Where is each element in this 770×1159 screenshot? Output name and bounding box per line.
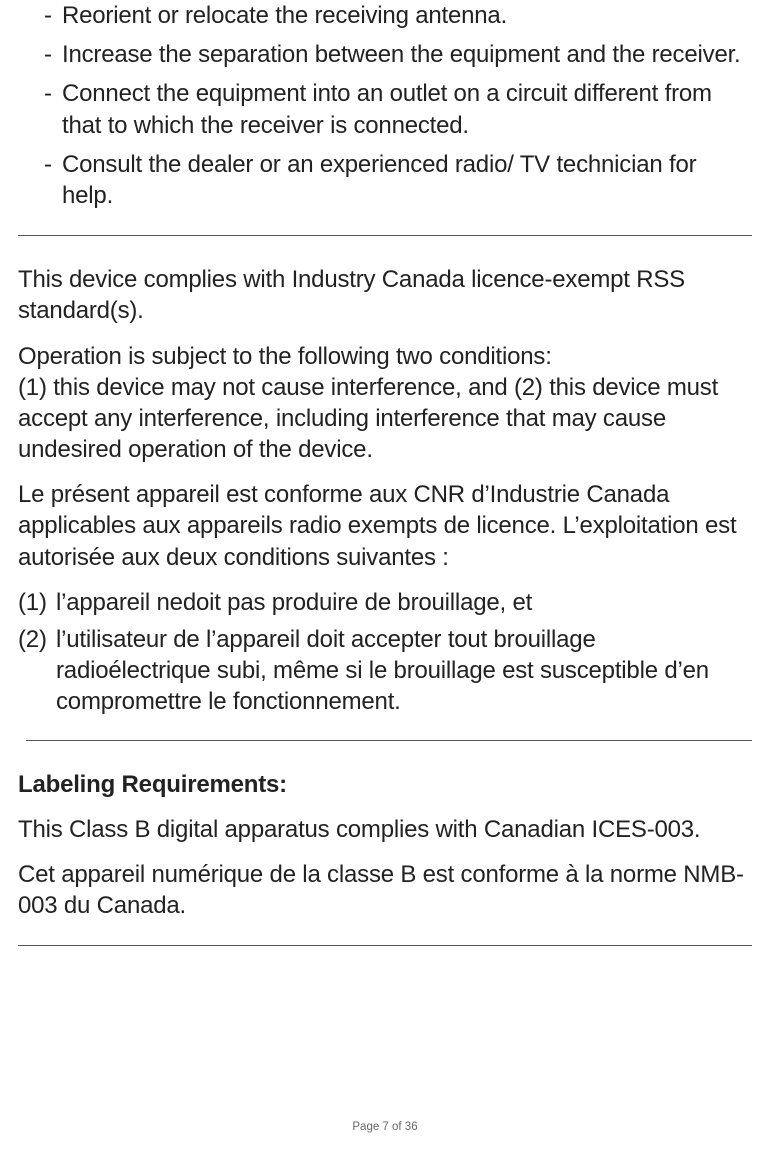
list-item-text: Connect the equipment into an outlet on … — [62, 80, 712, 138]
labeling-requirements-heading: Labeling Requirements: — [18, 769, 752, 800]
list-item-text: Consult the dealer or an experienced rad… — [62, 151, 696, 209]
ic-compliance-statement: This device complies with Industry Canad… — [18, 264, 752, 326]
list-item: Reorient or relocate the receiving anten… — [44, 0, 752, 31]
ices-003-statement-en: This Class B digital apparatus complies … — [18, 814, 752, 845]
page-number: Page 7 of 36 — [352, 1121, 417, 1133]
ic-compliance-statement-fr: Le présent appareil est conforme aux CNR… — [18, 479, 752, 573]
list-item: Increase the separation between the equi… — [44, 39, 752, 70]
list-item-text: Reorient or relocate the receiving anten… — [62, 2, 507, 29]
interference-measures-list: Reorient or relocate the receiving anten… — [44, 0, 752, 211]
list-item-text: l’appareil nedoit pas produire de brouil… — [56, 589, 532, 616]
section-divider — [18, 945, 752, 946]
list-item: (1) l’appareil nedoit pas produire de br… — [18, 587, 752, 618]
section-divider — [26, 740, 752, 741]
list-marker: (1) — [18, 587, 47, 618]
ices-003-statement-fr: Cet appareil numérique de la classe B es… — [18, 859, 752, 921]
section-divider — [18, 235, 752, 236]
list-item: (2) l’utilisateur de l’appareil doit acc… — [18, 624, 752, 718]
list-item: Connect the equipment into an outlet on … — [44, 78, 752, 140]
list-marker: (2) — [18, 624, 47, 655]
list-item: Consult the dealer or an experienced rad… — [44, 149, 752, 211]
ic-conditions-list-fr: (1) l’appareil nedoit pas produire de br… — [18, 587, 752, 718]
page-footer: Page 7 of 36 — [0, 1120, 770, 1135]
list-item-text: Increase the separation between the equi… — [62, 41, 741, 68]
ic-conditions-paragraph: Operation is subject to the following tw… — [18, 341, 752, 466]
ic-conditions-lead: Operation is subject to the following tw… — [18, 343, 552, 370]
ic-conditions-body: (1) this device may not cause interferen… — [18, 374, 718, 463]
list-item-text: l’utilisateur de l’appareil doit accepte… — [56, 626, 709, 715]
